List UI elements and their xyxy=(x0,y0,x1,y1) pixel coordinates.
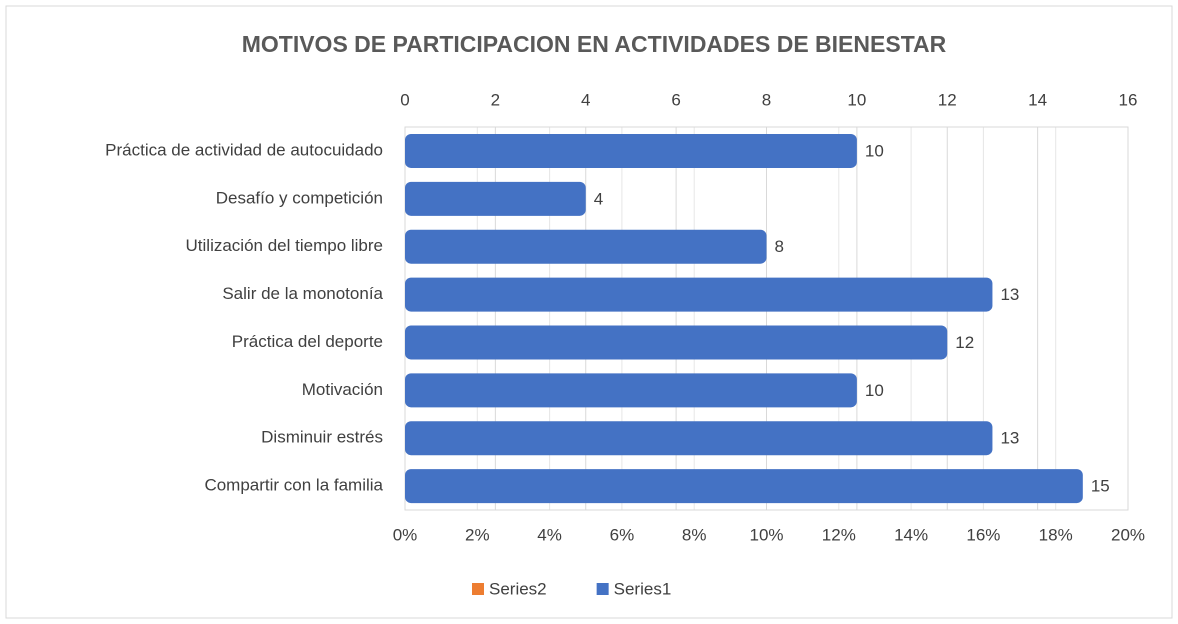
data-label: 10 xyxy=(865,381,884,400)
bar xyxy=(405,325,948,360)
x2-tick-label: 0% xyxy=(393,525,418,544)
x2-tick-label: 8% xyxy=(682,525,707,544)
plot-border xyxy=(404,126,1129,511)
x-tick-label: 16 xyxy=(1119,90,1138,109)
x2-tick-label: 4% xyxy=(537,525,562,544)
y-tick-label: Compartir con la familia xyxy=(204,476,383,495)
data-label: 13 xyxy=(1000,429,1019,448)
bar xyxy=(405,373,857,408)
bar xyxy=(405,277,993,312)
x2-tick-label: 10% xyxy=(749,525,783,544)
x2-tick-label: 2% xyxy=(465,525,490,544)
x-tick-label: 0 xyxy=(400,90,409,109)
x-tick-label: 12 xyxy=(938,90,957,109)
chart-title: MOTIVOS DE PARTICIPACION EN ACTIVIDADES … xyxy=(242,31,947,57)
bar xyxy=(405,181,586,216)
x-tick-label: 10 xyxy=(847,90,866,109)
x-tick-label: 4 xyxy=(581,90,590,109)
x2-tick-label: 14% xyxy=(894,525,928,544)
x-tick-label: 8 xyxy=(762,90,771,109)
x2-tick-label: 18% xyxy=(1039,525,1073,544)
x2-tick-label: 20% xyxy=(1111,525,1145,544)
data-label: 13 xyxy=(1000,285,1019,304)
x-tick-label: 2 xyxy=(491,90,500,109)
legend-swatch xyxy=(472,583,484,595)
y-tick-label: Salir de la monotonía xyxy=(222,284,383,303)
x-tick-label: 14 xyxy=(1028,90,1047,109)
bar xyxy=(405,469,1083,504)
y-tick-label: Desafío y competición xyxy=(216,188,383,207)
legend-label: Series1 xyxy=(614,579,672,598)
y-tick-label: Utilización del tiempo libre xyxy=(186,236,383,255)
chart-border xyxy=(5,5,1173,619)
data-label: 12 xyxy=(955,333,974,352)
legend-swatch xyxy=(596,583,609,595)
data-label: 15 xyxy=(1091,477,1110,496)
y-tick-label: Práctica del deporte xyxy=(232,332,383,351)
x-tick-label: 6 xyxy=(671,90,680,109)
data-label: 4 xyxy=(594,189,603,208)
x2-tick-label: 6% xyxy=(610,525,635,544)
x2-tick-label: 16% xyxy=(966,525,1000,544)
y-tick-label: Disminuir estrés xyxy=(261,428,383,447)
y-tick-label: Práctica de actividad de autocuidado xyxy=(105,140,383,159)
bar xyxy=(405,421,993,456)
x2-tick-label: 12% xyxy=(822,525,856,544)
legend-label: Series2 xyxy=(489,579,547,598)
data-label: 10 xyxy=(865,141,884,160)
bar xyxy=(405,229,767,264)
y-tick-label: Motivación xyxy=(302,380,383,399)
bar xyxy=(405,133,857,168)
data-label: 8 xyxy=(775,237,784,256)
